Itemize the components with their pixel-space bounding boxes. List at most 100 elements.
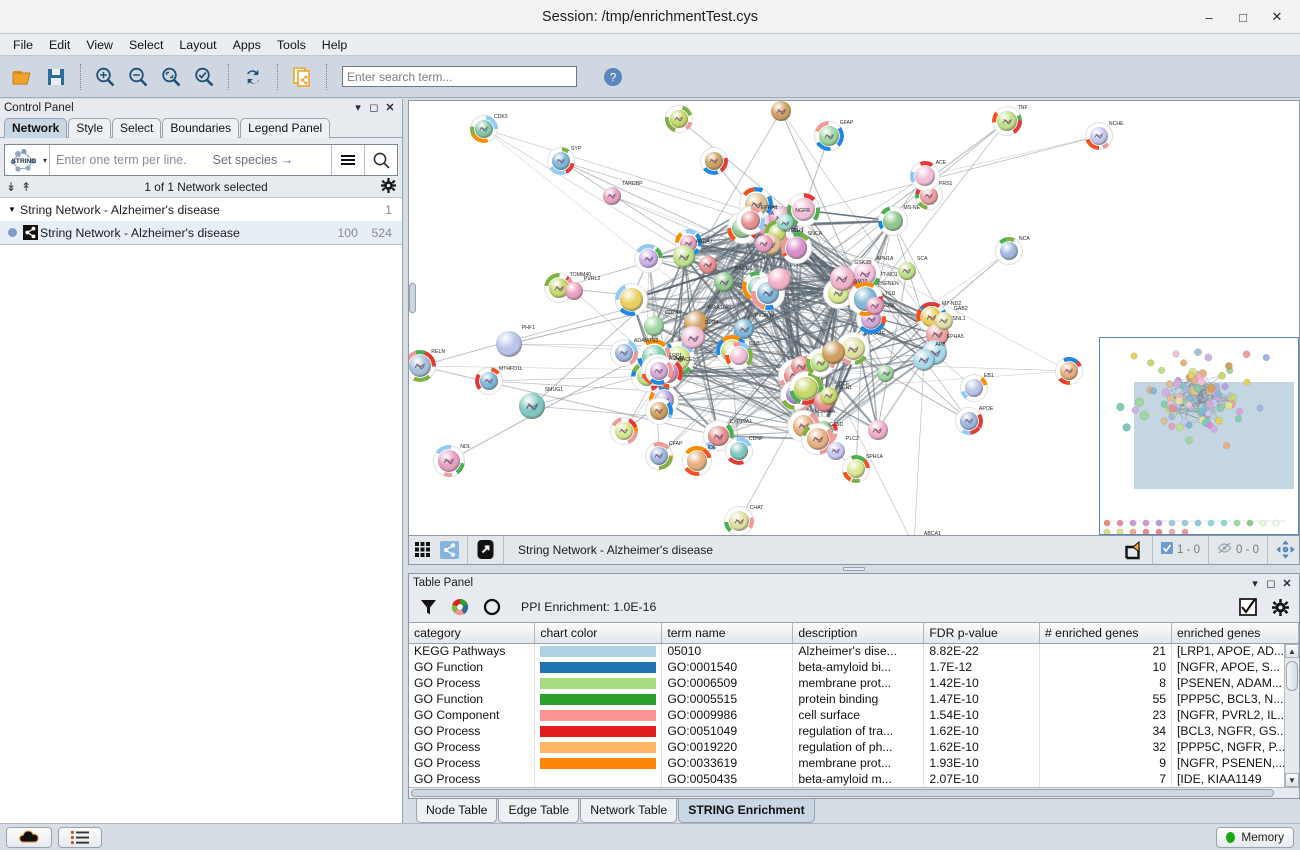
export-image-icon[interactable] xyxy=(472,537,499,563)
help-icon[interactable]: ? xyxy=(598,62,628,92)
protein-node[interactable] xyxy=(867,419,888,440)
menu-edit[interactable]: Edit xyxy=(48,37,71,52)
protein-node[interactable] xyxy=(754,234,773,253)
scroll-down-icon[interactable]: ▼ xyxy=(1285,773,1299,787)
gear-icon[interactable] xyxy=(1269,595,1291,619)
menu-layout[interactable]: Layout xyxy=(179,37,217,52)
chevron-down-icon[interactable]: ▾ xyxy=(355,102,361,114)
enrichment-table[interactable]: category chart color term name descripti… xyxy=(409,622,1299,787)
search-icon[interactable] xyxy=(365,145,397,175)
zoom-out-icon[interactable] xyxy=(123,62,153,92)
column-header-category[interactable]: category xyxy=(409,623,536,644)
close-icon[interactable]: ✕ xyxy=(1282,577,1292,590)
protein-node[interactable] xyxy=(806,427,829,451)
menu-help[interactable]: Help xyxy=(321,37,348,52)
set-species-link[interactable]: Set species → xyxy=(212,153,294,167)
zoom-selected-icon[interactable] xyxy=(189,62,219,92)
tab-network-table[interactable]: Network Table xyxy=(580,799,678,823)
pie-chart-icon[interactable] xyxy=(449,595,471,619)
scroll-up-icon[interactable]: ▲ xyxy=(1285,644,1299,658)
protein-node[interactable] xyxy=(965,379,983,397)
checkbox-checked-icon[interactable] xyxy=(1237,595,1259,619)
float-icon[interactable]: ◻ xyxy=(1266,577,1276,590)
table-row[interactable]: KEGG Pathways 05010 Alzheimer's dise... 8.8… xyxy=(409,643,1299,659)
close-icon[interactable]: ✕ xyxy=(385,102,395,114)
table-row[interactable]: GO Process GO:0051049 regulation of tra...… xyxy=(409,723,1299,739)
menu-file[interactable]: File xyxy=(13,37,33,52)
menu-tools[interactable]: Tools xyxy=(276,37,306,52)
grid-layout-icon[interactable] xyxy=(409,537,436,563)
menu-select[interactable]: Select xyxy=(128,37,164,52)
table-vertical-scrollbar[interactable]: ▲ ▼ xyxy=(1284,644,1299,787)
protein-node[interactable] xyxy=(841,337,865,361)
menu-apps[interactable]: Apps xyxy=(232,37,261,52)
table-row[interactable]: GO Process GO:0019220 regulation of ph... 1… xyxy=(409,739,1299,755)
tab-string-enrichment[interactable]: STRING Enrichment xyxy=(678,799,815,823)
export-icon[interactable] xyxy=(1121,537,1148,563)
protein-node[interactable] xyxy=(791,198,816,222)
protein-node[interactable] xyxy=(620,288,643,311)
protein-node[interactable] xyxy=(847,460,865,478)
chevron-down-icon[interactable]: ▾ xyxy=(1252,577,1258,590)
protein-node[interactable] xyxy=(687,451,707,471)
protein-node[interactable] xyxy=(730,347,748,365)
double-chevron-down-icon[interactable]: ↡ xyxy=(6,179,17,194)
protein-node[interactable] xyxy=(915,166,935,186)
table-row[interactable]: GO Process GO:0033619 membrane prot... 1.93… xyxy=(409,755,1299,771)
string-term-input[interactable]: Enter one term per line. Set species → xyxy=(50,153,331,167)
share-network-icon[interactable] xyxy=(436,537,463,563)
column-header-enriched-genes[interactable]: enriched genes xyxy=(1171,623,1299,644)
protein-node[interactable] xyxy=(786,237,808,259)
protein-node[interactable] xyxy=(519,393,545,419)
column-header-enriched-count[interactable]: # enriched genes xyxy=(1039,623,1173,644)
protein-node[interactable] xyxy=(829,265,855,291)
gear-icon[interactable] xyxy=(381,177,396,196)
table-row[interactable]: GO Process GO:0006509 membrane prot... 1.42… xyxy=(409,675,1299,691)
copy-network-icon[interactable] xyxy=(287,62,317,92)
zoom-in-icon[interactable] xyxy=(90,62,120,92)
panel-splitter[interactable] xyxy=(408,565,1300,573)
column-header-chart-color[interactable]: chart color xyxy=(534,623,663,644)
protein-node[interactable] xyxy=(730,442,748,460)
protein-node[interactable] xyxy=(882,210,903,231)
protein-node[interactable] xyxy=(853,262,877,285)
table-row[interactable]: GO Component GO:0009986 cell surface 1.54E-… xyxy=(409,707,1299,723)
save-icon[interactable] xyxy=(41,62,71,92)
tab-network[interactable]: Network xyxy=(4,118,68,138)
protein-node[interactable] xyxy=(822,341,846,365)
column-header-description[interactable]: description xyxy=(792,623,925,644)
table-row[interactable]: GO Function GO:0005515 protein binding 1.47… xyxy=(409,691,1299,707)
network-tree-parent-row[interactable]: ▼ String Network - Alzheimer's disease 1 xyxy=(0,198,402,221)
float-icon[interactable]: ◻ xyxy=(369,102,379,114)
tab-edge-table[interactable]: Edge Table xyxy=(498,799,580,823)
protein-node[interactable] xyxy=(741,210,760,230)
task-list-icon[interactable] xyxy=(58,826,102,848)
search-input[interactable]: Enter search term... xyxy=(342,66,577,87)
cloud-icon[interactable] xyxy=(6,826,52,848)
open-folder-icon[interactable] xyxy=(8,62,38,92)
memory-button[interactable]: Memory xyxy=(1216,826,1294,848)
protein-node[interactable] xyxy=(496,331,522,357)
ring-chart-icon[interactable] xyxy=(481,595,503,619)
double-chevron-up-icon[interactable]: ↟ xyxy=(21,179,32,194)
protein-node[interactable] xyxy=(1000,242,1018,260)
tab-boundaries[interactable]: Boundaries xyxy=(162,118,240,138)
canvas-scroll-handle[interactable] xyxy=(409,283,416,313)
protein-node[interactable] xyxy=(794,376,818,400)
tab-node-table[interactable]: Node Table xyxy=(416,799,498,823)
filter-funnel-icon[interactable] xyxy=(417,595,439,619)
close-icon[interactable]: ✕ xyxy=(1271,9,1283,24)
chevron-down-icon[interactable]: ▾ xyxy=(43,155,48,165)
protein-node[interactable] xyxy=(565,282,583,300)
table-row[interactable]: GO Function GO:0001540 beta-amyloid bi... 1… xyxy=(409,659,1299,675)
protein-node[interactable] xyxy=(681,326,705,350)
tab-legend-panel[interactable]: Legend Panel xyxy=(240,118,331,138)
protein-node[interactable] xyxy=(777,214,795,232)
protein-node[interactable] xyxy=(768,268,791,291)
selected-nodes-counter[interactable]: 1 - 0 xyxy=(1157,542,1204,557)
refresh-icon[interactable] xyxy=(238,62,268,92)
protein-node[interactable] xyxy=(644,316,665,337)
tab-select[interactable]: Select xyxy=(112,118,162,138)
scrollbar-thumb[interactable] xyxy=(411,789,1275,797)
minimize-icon[interactable]: – xyxy=(1205,9,1213,25)
